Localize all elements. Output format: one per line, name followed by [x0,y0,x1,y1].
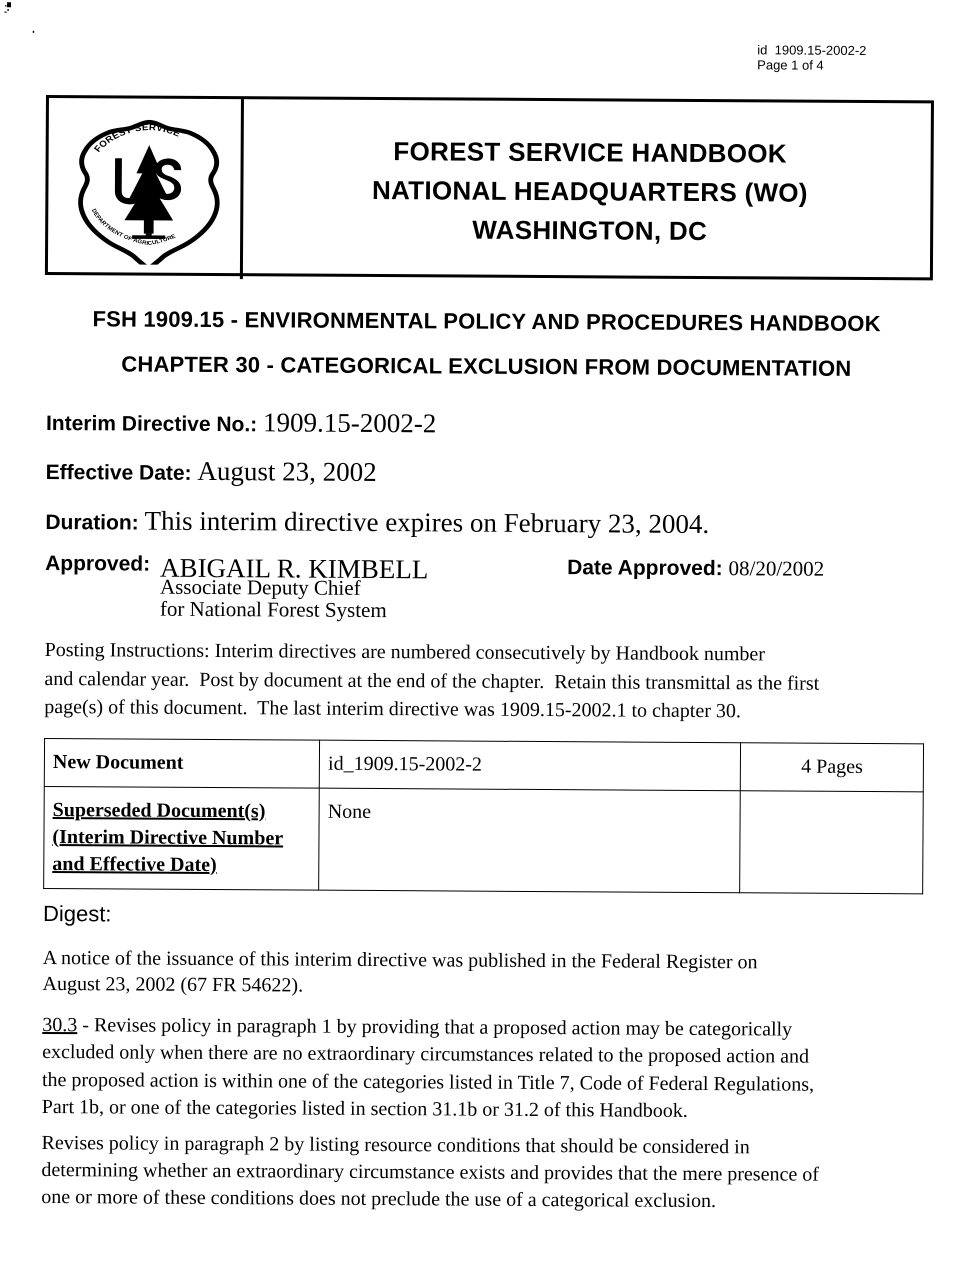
svg-text:FOREST SERVICE: FOREST SERVICE [92,122,182,154]
